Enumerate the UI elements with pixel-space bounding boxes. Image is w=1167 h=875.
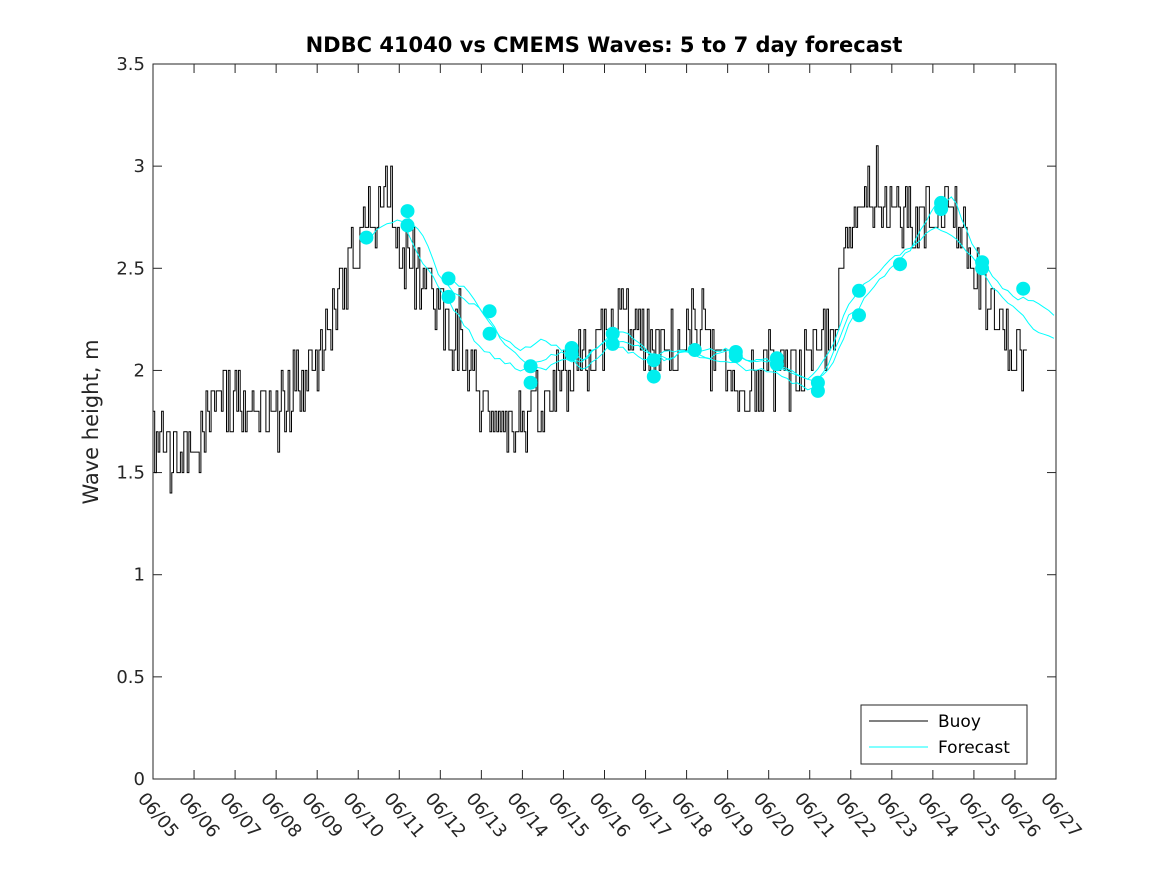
forecast-markers <box>359 195 1031 398</box>
forecast-marker <box>605 326 620 341</box>
y-tick-label: 2.5 <box>116 258 145 279</box>
y-tick-label: 1 <box>134 565 145 586</box>
forecast-marker <box>400 218 415 233</box>
forecast-marker <box>646 369 661 384</box>
buoy-series <box>153 145 1027 494</box>
forecast-line <box>448 196 1055 382</box>
forecast-marker <box>605 336 620 351</box>
forecast-marker <box>523 359 538 374</box>
y-tick-label: 2 <box>134 360 145 381</box>
legend-forecast-label: Forecast <box>938 738 1010 758</box>
forecast-marker <box>400 204 415 219</box>
forecast-marker <box>975 261 990 276</box>
forecast-marker <box>441 271 456 286</box>
forecast-marker <box>564 347 579 362</box>
forecast-marker <box>523 375 538 390</box>
forecast-marker <box>482 326 497 341</box>
plot-frame <box>152 63 1057 780</box>
legend-box <box>860 704 1028 765</box>
forecast-marker <box>852 308 866 323</box>
y-tick-label: 0.5 <box>116 667 145 688</box>
legend-buoy-label: Buoy <box>938 712 981 732</box>
y-tick-label: 3 <box>134 156 145 177</box>
forecast-marker <box>810 383 825 398</box>
forecast-marker <box>1016 281 1031 296</box>
forecast-marker <box>893 257 907 272</box>
plot-area <box>153 64 1056 779</box>
legend: Buoy Forecast <box>860 704 1028 765</box>
forecast-marker <box>646 353 661 368</box>
buoy-line <box>153 145 1027 494</box>
y-axis-label: Wave height, m <box>79 339 103 504</box>
forecast-marker <box>687 343 702 357</box>
forecast-marker <box>359 230 374 245</box>
forecast-marker <box>441 289 456 304</box>
forecast-marker <box>934 202 949 216</box>
forecast-marker <box>769 357 784 372</box>
y-tick-label: 1.5 <box>116 463 145 484</box>
chart-title: NDBC 41040 vs CMEMS Waves: 5 to 7 day fo… <box>306 33 903 57</box>
y-tick-label: 3.5 <box>116 54 145 75</box>
forecast-marker <box>852 283 866 298</box>
forecast-marker <box>482 304 497 319</box>
y-tick-label: 0 <box>134 769 145 790</box>
forecast-marker <box>728 349 743 364</box>
